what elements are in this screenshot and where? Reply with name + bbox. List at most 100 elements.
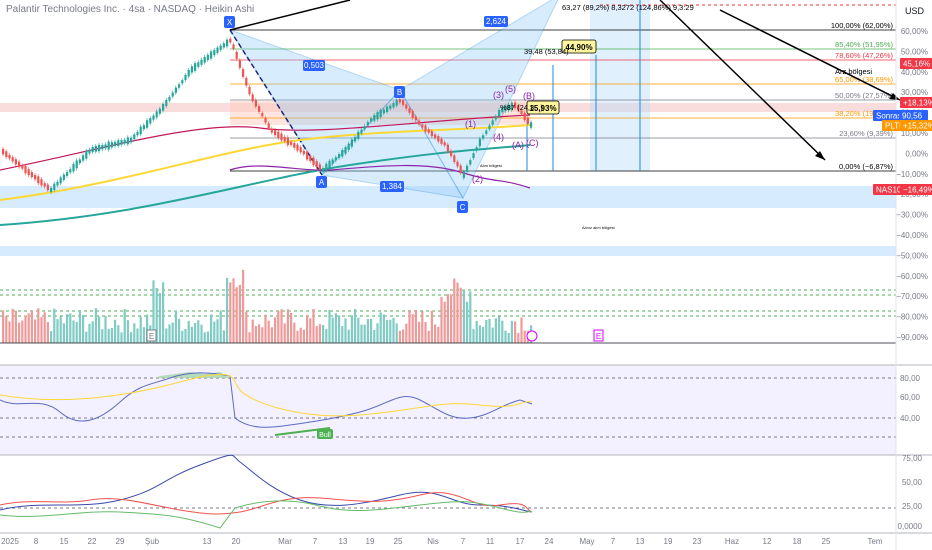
price-tick: −80,00% [896, 313, 928, 322]
fib-label-0: 100,00% (62,00%) [831, 21, 894, 30]
wave-b: (B) [523, 91, 535, 101]
svg-text:0,503: 0,503 [304, 61, 325, 70]
fib-label-4: 50,00% (27,57%) [835, 91, 893, 100]
arrow-line-3[interactable] [719, 9, 901, 101]
di-plus-line [0, 500, 533, 529]
wave-3: (3) [493, 90, 504, 100]
dmi-tick: 50,00 [902, 478, 923, 487]
currency-label[interactable]: USD [904, 6, 924, 16]
price-tag-bg-6 [873, 184, 907, 195]
time-tick: 13 [636, 537, 645, 546]
time-tick: 8 [34, 537, 39, 546]
time-tick: Haz [725, 537, 739, 546]
point-c-tag[interactable]: C [457, 201, 468, 213]
rsi-tick: 40,00 [900, 414, 921, 423]
demand-zone-label: Alım bölgesi [480, 163, 502, 168]
time-axis[interactable]: 2025 8 15 22 29 Şub 13 20 Mar 7 13 19 25 Nis 7 11 17 24 Ma… [1, 537, 883, 546]
target-area-box [590, 0, 650, 171]
price-tick: 60,00% [901, 27, 928, 36]
time-tick: 19 [366, 537, 375, 546]
gain-15-box[interactable]: 15,93% [526, 100, 560, 115]
price-tick: 0,00% [905, 149, 928, 158]
rsi-pane-bg [0, 365, 896, 455]
rsi-line [0, 372, 533, 428]
price-tag-bg-3 [899, 110, 928, 121]
wave-c: (C) [526, 138, 539, 148]
time-tick: Mar [278, 537, 292, 546]
wave-4: (4) [493, 132, 504, 142]
svg-text:C: C [460, 203, 466, 212]
rsi-bull-tag[interactable]: Bull [317, 429, 333, 439]
rsi-axis[interactable]: 80,00 60,00 40,00 [900, 374, 921, 423]
rsi-tick: 60,00 [900, 393, 921, 402]
svg-text:B: B [397, 88, 402, 97]
price-tick: 10,00% [901, 129, 928, 138]
fib-label-1: 85,40% (51,95%) [835, 40, 893, 49]
time-tick: 29 [116, 537, 125, 546]
price-tag-7: −16,49% [903, 186, 932, 195]
svg-text:2,624: 2,624 [486, 17, 507, 26]
time-tick: 2025 [1, 537, 19, 546]
fib-label-2: 78,60% (47,26%) [835, 51, 893, 60]
price-tick: −30,00% [896, 211, 928, 220]
time-tick: Nis [427, 537, 439, 546]
arrow-line-1[interactable] [229, 0, 351, 31]
price-tick: 30,00% [901, 88, 928, 97]
time-tick: Şub [145, 537, 160, 546]
price-tick: −10,00% [896, 170, 928, 179]
target-44-box[interactable]: 44,90% [561, 39, 597, 54]
time-tick: 18 [793, 537, 802, 546]
adx-line [0, 454, 533, 513]
time-tick: 13 [203, 537, 212, 546]
projection-text: 39,48 (53,84) [524, 47, 569, 56]
price-tag-bg-7 [900, 184, 932, 195]
price-tick: −60,00% [896, 272, 928, 281]
wave-5: (5) [505, 84, 516, 94]
price-tick: −50,00% [896, 251, 928, 260]
price-tag-bg-5 [900, 120, 932, 131]
ratio-ac-tag[interactable]: 1,384 [380, 181, 404, 192]
point-a-tag[interactable]: A [316, 176, 327, 188]
point-b-tag[interactable]: B [394, 86, 405, 98]
svg-text:44,90%: 44,90% [565, 43, 592, 52]
time-tick: Tem [867, 537, 882, 546]
ratio-bc-tag[interactable]: 2,624 [484, 16, 508, 27]
time-tick: 15 [60, 537, 69, 546]
wave-a: (A) [512, 140, 524, 150]
price-tag-5: +15,32% [903, 122, 932, 131]
arrow-line-2[interactable] [659, 0, 826, 161]
time-tick: 7 [313, 537, 318, 546]
fib-label-7: 0,00% (−6,87%) [839, 162, 893, 171]
arrow-head-3 [889, 93, 900, 100]
nas100-compare-line [229, 164, 531, 189]
pattern-bcd[interactable] [399, 0, 560, 200]
svg-text:A: A [319, 178, 325, 187]
ratio-xa-tag[interactable]: 0,503 [303, 60, 325, 71]
demand-zone-band [0, 186, 896, 208]
wave-1: (1) [465, 119, 476, 129]
candles [2, 36, 533, 195]
time-tick: 7 [461, 537, 466, 546]
dmi-axis[interactable]: 75,00 50,00 25,00 0,0000 [898, 454, 923, 531]
earnings-marker-1[interactable]: E [146, 329, 157, 342]
time-tick: 20 [232, 537, 241, 546]
time-tick: 25 [394, 537, 403, 546]
demand-zone-band-2 [0, 246, 896, 256]
time-tick: 19 [664, 537, 673, 546]
xa-line[interactable] [229, 29, 323, 176]
price-tag-bg-0 [900, 58, 932, 69]
arrow-head-2 [815, 151, 825, 160]
fib-label-3: 65,00% (38,69%) [835, 75, 893, 84]
di-minus-line [0, 492, 533, 515]
time-tick: 24 [545, 537, 554, 546]
chart-title[interactable]: Palantir Technologies Inc. · 4sa · NASDA… [6, 4, 255, 15]
dividend-marker-icon[interactable] [526, 330, 538, 342]
top-projection-text: 63,27 (89,2%) 8,3272 (124,86%) 9,3:29 [562, 3, 694, 12]
price-tag-bg-1 [900, 97, 932, 108]
point-x-tag[interactable]: X [224, 16, 235, 28]
time-tick: 7 [611, 537, 616, 546]
price-tag-2: Sonrası [876, 112, 904, 121]
earnings-marker-2[interactable]: E [593, 329, 604, 342]
